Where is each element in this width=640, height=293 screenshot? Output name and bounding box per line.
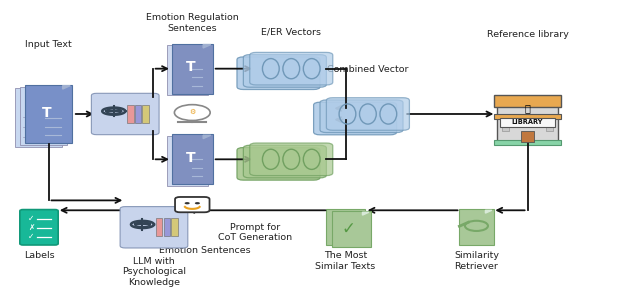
FancyBboxPatch shape xyxy=(250,143,333,176)
FancyBboxPatch shape xyxy=(172,134,212,184)
Text: 📖: 📖 xyxy=(525,103,531,113)
Text: ✓: ✓ xyxy=(28,214,35,223)
Text: ⚙: ⚙ xyxy=(189,109,195,115)
FancyBboxPatch shape xyxy=(332,212,371,247)
FancyBboxPatch shape xyxy=(20,209,58,245)
Polygon shape xyxy=(203,135,211,139)
FancyBboxPatch shape xyxy=(172,44,212,93)
Polygon shape xyxy=(485,210,492,213)
Polygon shape xyxy=(63,86,70,89)
FancyBboxPatch shape xyxy=(460,209,493,245)
Polygon shape xyxy=(198,46,206,50)
Text: Labels: Labels xyxy=(24,251,54,260)
Bar xyxy=(521,131,534,142)
FancyBboxPatch shape xyxy=(326,209,365,245)
Text: T: T xyxy=(186,60,195,74)
Polygon shape xyxy=(198,137,206,140)
Text: ✓: ✓ xyxy=(342,220,356,238)
Text: Emotion Sentences: Emotion Sentences xyxy=(159,246,251,255)
FancyBboxPatch shape xyxy=(20,86,67,145)
FancyBboxPatch shape xyxy=(120,207,188,248)
Text: Emotion Regulation
Sentences: Emotion Regulation Sentences xyxy=(146,13,239,33)
Bar xyxy=(135,105,141,123)
Polygon shape xyxy=(52,89,60,93)
FancyBboxPatch shape xyxy=(243,55,326,87)
Text: T: T xyxy=(42,105,51,120)
Text: The Most
Similar Texts: The Most Similar Texts xyxy=(316,251,376,271)
Bar xyxy=(156,218,163,236)
Bar xyxy=(547,120,553,131)
Bar xyxy=(172,218,177,236)
FancyBboxPatch shape xyxy=(237,148,320,180)
Text: ✓: ✓ xyxy=(28,232,35,241)
Bar xyxy=(494,114,561,119)
FancyBboxPatch shape xyxy=(25,85,72,143)
FancyBboxPatch shape xyxy=(92,93,159,135)
Text: Combined Vector: Combined Vector xyxy=(327,65,409,74)
Bar xyxy=(502,120,509,131)
FancyBboxPatch shape xyxy=(250,52,333,85)
Polygon shape xyxy=(203,45,211,48)
Circle shape xyxy=(195,202,200,204)
Text: LLM with
Psychological
Knowledge: LLM with Psychological Knowledge xyxy=(122,257,186,287)
FancyBboxPatch shape xyxy=(237,57,320,89)
Polygon shape xyxy=(58,87,65,91)
Text: LIBRARY: LIBRARY xyxy=(512,120,543,125)
Bar xyxy=(164,218,170,236)
Bar xyxy=(497,97,558,142)
Bar xyxy=(494,140,561,145)
Text: Input Text: Input Text xyxy=(25,40,72,49)
Text: T: T xyxy=(186,151,195,165)
FancyBboxPatch shape xyxy=(314,102,397,135)
FancyBboxPatch shape xyxy=(326,98,410,130)
Text: Reference library: Reference library xyxy=(486,30,568,39)
Circle shape xyxy=(184,202,189,204)
Text: ✗: ✗ xyxy=(28,223,35,232)
Bar xyxy=(143,105,149,123)
Text: Prompt for
CoT Generation: Prompt for CoT Generation xyxy=(218,223,292,242)
Text: Similarity
Retriever: Similarity Retriever xyxy=(454,251,499,271)
Text: E/ER Vectors: E/ER Vectors xyxy=(261,27,321,36)
FancyBboxPatch shape xyxy=(243,145,326,178)
Bar xyxy=(494,95,561,107)
Bar xyxy=(127,105,134,123)
Circle shape xyxy=(174,105,210,120)
FancyBboxPatch shape xyxy=(15,88,62,146)
FancyBboxPatch shape xyxy=(168,45,208,95)
FancyBboxPatch shape xyxy=(175,197,209,212)
Bar xyxy=(500,118,556,127)
FancyBboxPatch shape xyxy=(168,136,208,186)
Polygon shape xyxy=(362,212,369,215)
FancyBboxPatch shape xyxy=(320,100,403,132)
